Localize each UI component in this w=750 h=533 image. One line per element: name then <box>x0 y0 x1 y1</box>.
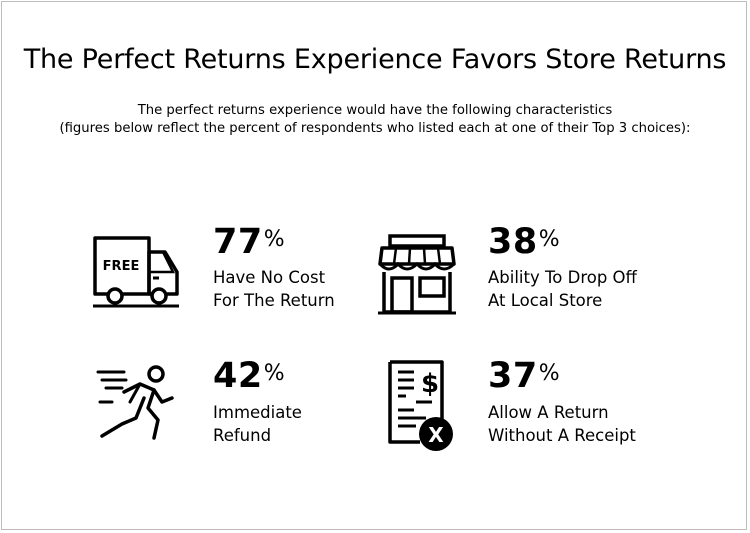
receipt-no-icon: $ X <box>388 360 453 451</box>
free-delivery-truck-icon: FREE <box>93 236 179 308</box>
stat-label-line-2: For The Return <box>213 291 335 310</box>
free-label: FREE <box>103 259 140 274</box>
percent-sign: % <box>263 361 286 386</box>
percent-sign: % <box>538 227 561 252</box>
stat-value: 37% <box>488 358 560 394</box>
stat-label: Immediate Refund <box>213 401 302 447</box>
stat-value: 77% <box>213 224 285 260</box>
svg-text:$: $ <box>421 369 439 399</box>
stat-label: Allow A Return Without A Receipt <box>488 401 636 447</box>
storefront-icon <box>378 234 456 315</box>
stat-label-line-1: Have No Cost <box>213 268 326 287</box>
stat-number: 42 <box>213 356 263 396</box>
percent-sign: % <box>263 227 286 252</box>
stat-label-line-2: At Local Store <box>488 291 603 310</box>
stat-value: 38% <box>488 224 560 260</box>
stat-value: 42% <box>213 358 285 394</box>
stat-number: 77 <box>213 222 263 262</box>
page-title: The Perfect Returns Experience Favors St… <box>23 44 727 75</box>
percent-sign: % <box>538 361 561 386</box>
subtitle-line-1: The perfect returns experience would hav… <box>137 103 613 118</box>
subtitle-line-2: (figures below reflect the percent of re… <box>59 121 691 136</box>
stat-number: 37 <box>488 356 538 396</box>
subtitle: The perfect returns experience would hav… <box>0 102 750 138</box>
stat-label-line-1: Immediate <box>213 403 302 422</box>
stat-label: Have No Cost For The Return <box>213 266 335 312</box>
running-person-icon <box>96 365 174 440</box>
x-label: X <box>428 423 444 447</box>
stat-label: Ability To Drop Off At Local Store <box>488 266 637 312</box>
stat-label-line-1: Ability To Drop Off <box>488 268 637 287</box>
stat-number: 38 <box>488 222 538 262</box>
stat-label-line-1: Allow A Return <box>488 403 609 422</box>
stat-label-line-2: Refund <box>213 426 272 445</box>
stat-label-line-2: Without A Receipt <box>488 426 636 445</box>
